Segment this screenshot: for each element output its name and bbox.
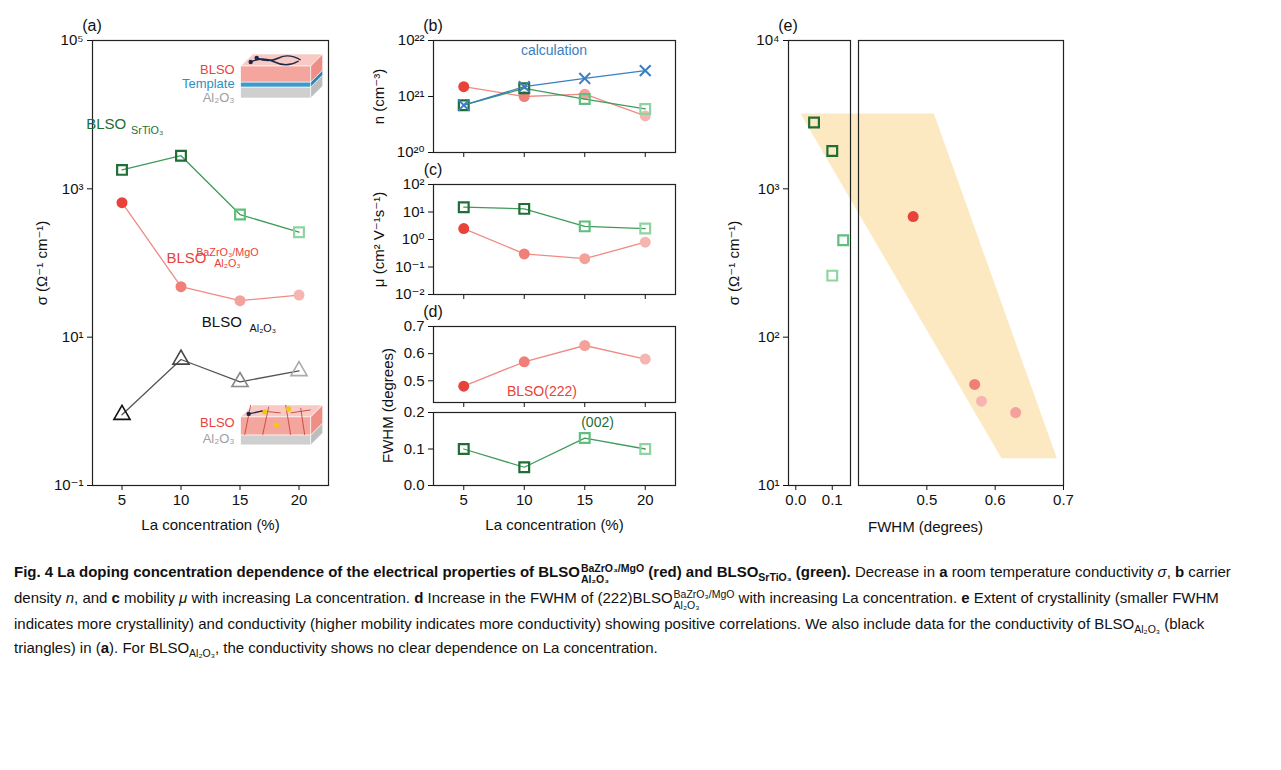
- svg-text:10³: 10³: [62, 180, 84, 197]
- html-text:(red) and BLSOSrTiO₃(green). D: (red) and BLSOSrTiO₃(green). Decrease in…: [14, 563, 1231, 606]
- svg-text:10¹: 10¹: [758, 476, 780, 493]
- svg-text:0.6: 0.6: [404, 344, 425, 361]
- html-text:Al₂O₃: Al₂O₃: [580, 573, 610, 586]
- svg-text:Al₂O₃: Al₂O₃: [203, 90, 235, 105]
- svg-text:15: 15: [232, 491, 249, 508]
- svg-text:20: 20: [291, 491, 308, 508]
- svg-text:σ (Ω⁻¹ cm⁻¹): σ (Ω⁻¹ cm⁻¹): [33, 221, 50, 306]
- svg-text:0.1: 0.1: [822, 491, 843, 508]
- svg-text:0.5: 0.5: [916, 491, 937, 508]
- svg-text:FWHM (degrees): FWHM (degrees): [379, 348, 396, 463]
- svg-text:0.1: 0.1: [404, 440, 425, 457]
- svg-text:La concentration (%): La concentration (%): [485, 516, 623, 533]
- svg-text:10³: 10³: [758, 180, 780, 197]
- svg-text:10¹: 10¹: [62, 328, 84, 345]
- svg-text:BLSO: BLSO: [202, 313, 242, 330]
- svg-text:BLSO: BLSO: [166, 248, 207, 266]
- svg-text:5: 5: [118, 491, 126, 508]
- svg-text:0.0: 0.0: [785, 491, 806, 508]
- svg-text:BLSO: BLSO: [200, 62, 235, 77]
- svg-text:Al₂O₃: Al₂O₃: [214, 257, 241, 269]
- svg-text:10: 10: [516, 491, 533, 508]
- svg-text:10⁻¹: 10⁻¹: [54, 476, 84, 493]
- svg-text:σ (Ω⁻¹ cm⁻¹): σ (Ω⁻¹ cm⁻¹): [725, 221, 742, 306]
- svg-text:La concentration (%): La concentration (%): [141, 516, 279, 533]
- svg-text:BLSO: BLSO: [200, 415, 235, 430]
- svg-text:n (cm⁻³): n (cm⁻³): [370, 69, 387, 124]
- svg-text:10²: 10²: [403, 175, 425, 192]
- svg-text:0.7: 0.7: [1053, 491, 1074, 508]
- html-text:with increasing La concentrati: with increasing La concentration. e Exte…: [14, 588, 1219, 659]
- svg-text:FWHM (degrees): FWHM (degrees): [868, 518, 983, 535]
- svg-text:BLSO(222): BLSO(222): [507, 383, 577, 399]
- svg-text:(002): (002): [581, 414, 614, 430]
- svg-text:20: 20: [637, 491, 654, 508]
- svg-text:BaZrO₃/MgO: BaZrO₃/MgO: [196, 246, 259, 258]
- svg-text:(b): (b): [423, 17, 443, 34]
- svg-text:10⁻¹: 10⁻¹: [395, 258, 425, 275]
- svg-text:0.6: 0.6: [985, 491, 1006, 508]
- svg-text:0.7: 0.7: [404, 317, 425, 334]
- svg-text:Al₂O₃: Al₂O₃: [250, 322, 277, 334]
- svg-text:SrTiO₃: SrTiO₃: [131, 124, 163, 136]
- svg-text:(c): (c): [424, 161, 443, 178]
- svg-text:10²¹: 10²¹: [398, 87, 425, 104]
- svg-text:10²: 10²: [758, 328, 780, 345]
- html-text:Fig. 4 La doping concentration: Fig. 4 La doping concentration dependenc…: [14, 561, 645, 580]
- svg-text:10: 10: [173, 491, 190, 508]
- svg-text:BLSO: BLSO: [86, 115, 126, 132]
- svg-text:(a): (a): [82, 17, 102, 34]
- svg-text:10⁻²: 10⁻²: [395, 285, 425, 302]
- svg-text:μ (cm² V⁻¹s⁻¹): μ (cm² V⁻¹s⁻¹): [370, 192, 387, 287]
- svg-text:15: 15: [576, 491, 593, 508]
- svg-text:10⁵: 10⁵: [61, 31, 84, 48]
- svg-text:calculation: calculation: [521, 42, 587, 58]
- svg-text:0.5: 0.5: [404, 372, 425, 389]
- svg-text:10⁰: 10⁰: [402, 230, 425, 247]
- svg-text:0.2: 0.2: [404, 403, 425, 420]
- svg-text:10²²: 10²²: [398, 31, 425, 48]
- svg-text:10¹: 10¹: [403, 203, 425, 220]
- svg-text:Template: Template: [182, 76, 235, 91]
- svg-text:10⁴: 10⁴: [756, 31, 779, 48]
- svg-text:10²⁰: 10²⁰: [397, 143, 425, 160]
- svg-text:Al₂O₃: Al₂O₃: [203, 431, 235, 446]
- svg-text:(e): (e): [778, 17, 798, 34]
- svg-text:0.0: 0.0: [404, 476, 425, 493]
- svg-text:(d): (d): [423, 303, 443, 320]
- svg-text:5: 5: [460, 491, 468, 508]
- html-text:Al₂O₃: Al₂O₃: [673, 599, 700, 612]
